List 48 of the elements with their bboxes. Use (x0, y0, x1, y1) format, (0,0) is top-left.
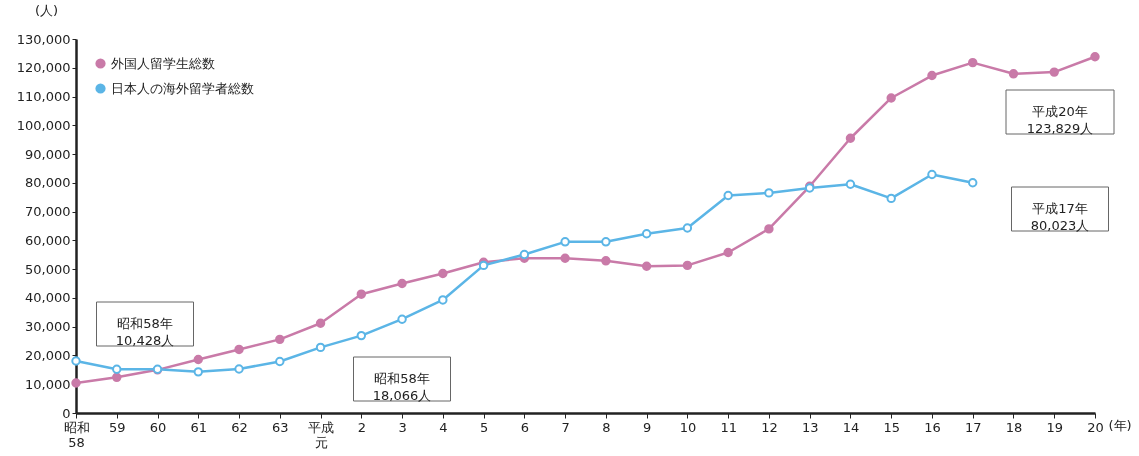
y-tick-label: 30,000 (25, 319, 71, 335)
x-tick-label: 17 (964, 419, 982, 435)
y-tick-label: 50,000 (25, 261, 71, 277)
y-tick-label: 90,000 (25, 146, 71, 162)
y-axis-title: (人) (34, 2, 59, 18)
x-tick-label: 7 (561, 419, 570, 435)
x-tick-label: 20 (1087, 419, 1104, 435)
y-tick-label: 0 (62, 405, 71, 421)
x-tick-label: 12 (761, 419, 778, 435)
annotation: 昭和58年 18,066人 (372, 371, 432, 403)
annotation: 昭和58年 10,428人 (115, 316, 175, 348)
x-tick-label: 平成元 (308, 419, 335, 450)
y-tick-label: 40,000 (25, 290, 71, 306)
x-tick-label: 11 (720, 419, 737, 435)
x-tick-label: 59 (108, 419, 126, 435)
x-tick-label: 3 (398, 419, 407, 435)
x-tick-label: 14 (842, 419, 860, 435)
x-tick-label: 4 (439, 419, 448, 435)
annotation: 平成20年 123,829人 (1026, 104, 1094, 136)
x-tick-label: 18 (1005, 419, 1023, 435)
y-tick-label: 70,000 (25, 204, 71, 220)
x-tick-label: 16 (924, 419, 941, 435)
y-tick-label: 120,000 (16, 60, 71, 76)
y-tick-label: 20,000 (25, 347, 71, 363)
legend-label: 日本人の海外留学者総数 (111, 80, 254, 96)
y-tick-label: 110,000 (16, 89, 71, 105)
x-tick-label: 60 (149, 419, 167, 435)
annotation: 平成17年 80,023人 (1030, 201, 1090, 233)
y-tick-label: 80,000 (25, 175, 71, 191)
x-tick-label: 9 (643, 419, 652, 435)
y-tick-label: 100,000 (16, 117, 71, 133)
x-tick-label: 2 (357, 419, 366, 435)
x-tick-label: 10 (679, 419, 697, 435)
x-tick-label: 19 (1046, 419, 1064, 435)
x-tick-label: 5 (479, 419, 489, 435)
y-tick-label: 130,000 (16, 31, 71, 47)
x-tick-label: 63 (272, 419, 289, 435)
x-axis-title: (年) (1108, 417, 1132, 433)
x-tick-label: 昭和58 (63, 419, 90, 450)
x-tick-label: 61 (190, 419, 208, 435)
y-tick-label: 10,000 (25, 376, 71, 392)
x-tick-label: 13 (801, 419, 819, 435)
x-tick-label: 6 (520, 419, 529, 435)
legend-label: 外国人留学生総数 (111, 55, 215, 71)
x-tick-label: 15 (883, 419, 900, 435)
x-tick-label: 8 (602, 419, 611, 435)
x-tick-label: 62 (231, 419, 248, 435)
y-tick-label: 60,000 (25, 232, 71, 248)
